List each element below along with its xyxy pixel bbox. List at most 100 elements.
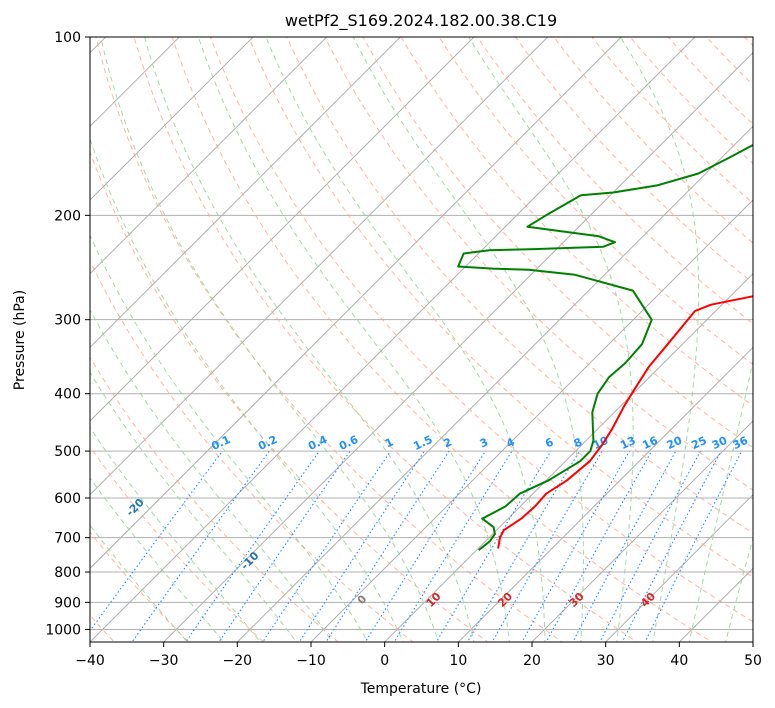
y-axis-label: Pressure (hPa) <box>12 290 28 390</box>
dewpoint-profile <box>457 143 753 551</box>
x-tick-label: −10 <box>296 653 326 669</box>
mixing-ratio-label: 30 <box>710 434 730 452</box>
moist-adiabat <box>90 308 333 642</box>
plot-frame <box>89 36 754 643</box>
isotherm <box>90 37 549 496</box>
mixing-ratio-label: 20 <box>665 434 685 452</box>
y-tick-label: 400 <box>54 387 81 403</box>
x-tick-label: −20 <box>223 653 253 669</box>
dry-adiabat <box>90 531 190 642</box>
isotherm <box>383 272 753 642</box>
x-tick-label: 10 <box>449 653 467 669</box>
moist-adiabat <box>144 37 475 642</box>
dry-adiabat <box>362 37 753 449</box>
reference-line-labels: 0.10.20.40.611.52346810131620253036-100-… <box>22 433 751 610</box>
dry-adiabat <box>133 37 638 642</box>
temperature-profile <box>497 295 753 549</box>
y-tick-label: 800 <box>54 565 81 581</box>
x-tick-label: 0 <box>380 653 389 669</box>
mixing-ratio-label: 0.6 <box>337 433 360 453</box>
dry-adiabat <box>324 37 753 491</box>
dry-adiabat-label: -30 <box>22 442 45 465</box>
dry-adiabat <box>90 445 265 642</box>
moist-adiabat <box>100 37 440 642</box>
mixing-ratio-line <box>599 450 701 642</box>
isotherm <box>0 10 59 654</box>
isotherm <box>457 346 753 642</box>
y-tick-label: 700 <box>54 531 81 547</box>
isotherm <box>678 567 753 642</box>
mixing-ratio-label: 1.5 <box>411 433 434 453</box>
dry-adiabat <box>209 37 753 623</box>
mixing-ratio-label: 13 <box>618 434 637 452</box>
mixing-ratio-line <box>435 450 552 642</box>
mixing-ratio-label: 0.2 <box>256 433 279 453</box>
dry-adiabat <box>705 37 753 86</box>
y-tick-label: 1000 <box>45 622 81 638</box>
x-tick-label: −40 <box>75 653 105 669</box>
x-axis-ticks: −40 −30 −20 −10 0 10 20 30 40 50 <box>75 642 762 669</box>
chart-title: wetPf2_S169.2024.182.00.38.C19 <box>285 11 557 31</box>
moist-adiabat <box>725 536 753 642</box>
dry-adiabat <box>515 37 753 284</box>
isotherm <box>310 199 753 642</box>
dry-adiabat <box>286 37 753 534</box>
isotherm <box>90 37 402 349</box>
moist-adiabat <box>197 37 510 642</box>
mixing-ratio-line <box>644 450 743 642</box>
dry-adiabat-label: 0 <box>355 592 370 607</box>
isotherm <box>90 37 475 422</box>
background-grid <box>0 10 753 654</box>
dry-adiabat <box>629 37 753 165</box>
x-tick-label: 30 <box>597 653 615 669</box>
moist-adiabat <box>90 137 404 642</box>
profile-lines <box>457 143 753 551</box>
moist-adiabat <box>90 477 225 642</box>
y-tick-label: 500 <box>54 444 81 460</box>
dry-adiabat <box>553 37 753 244</box>
isotherm <box>90 37 181 128</box>
moist-adiabat <box>265 37 546 642</box>
dry-adiabat-label: 20 <box>495 590 515 610</box>
mixing-ratio-label: 6 <box>543 435 556 450</box>
dry-adiabat-label: 10 <box>424 590 444 610</box>
mixing-ratio-line <box>218 450 351 642</box>
dry-adiabat <box>90 356 339 642</box>
y-tick-label: 300 <box>54 313 81 329</box>
y-tick-label: 600 <box>54 491 81 507</box>
dry-adiabat <box>248 37 753 578</box>
mixing-ratio-line <box>491 450 603 642</box>
mixing-ratio-line <box>262 450 392 642</box>
dry-adiabat <box>591 37 753 204</box>
isotherm <box>90 37 696 642</box>
dry-adiabat <box>438 37 753 366</box>
y-tick-label: 200 <box>54 208 81 224</box>
dry-adiabat <box>95 37 564 642</box>
x-axis-label: Temperature (°C) <box>360 681 482 697</box>
mixing-ratio-line <box>393 450 513 642</box>
mixing-ratio-line <box>298 450 425 642</box>
dry-adiabat-label: 30 <box>567 590 587 610</box>
moist-adiabat <box>90 234 369 642</box>
mixing-ratio-label: 36 <box>731 434 751 452</box>
dry-adiabat-label: -20 <box>124 496 147 519</box>
mixing-ratio-line <box>131 450 270 642</box>
x-tick-label: −30 <box>149 653 179 669</box>
y-tick-label: 900 <box>54 595 81 611</box>
isotherm <box>90 37 254 201</box>
mixing-ratio-label: 3 <box>478 435 490 450</box>
isotherm <box>752 641 753 642</box>
isotherm <box>90 37 328 275</box>
mixing-ratio-label: 2 <box>442 435 454 450</box>
moist-adiabat <box>90 426 261 642</box>
isotherm <box>604 493 753 642</box>
dry-adiabat <box>90 259 414 642</box>
moist-adiabat <box>688 358 753 642</box>
dry-adiabat <box>171 37 713 642</box>
isotherm <box>162 51 753 642</box>
mixing-ratio-line <box>325 450 450 642</box>
x-tick-label: 20 <box>523 653 541 669</box>
dry-adiabat <box>90 150 489 642</box>
isotherm <box>236 125 753 642</box>
